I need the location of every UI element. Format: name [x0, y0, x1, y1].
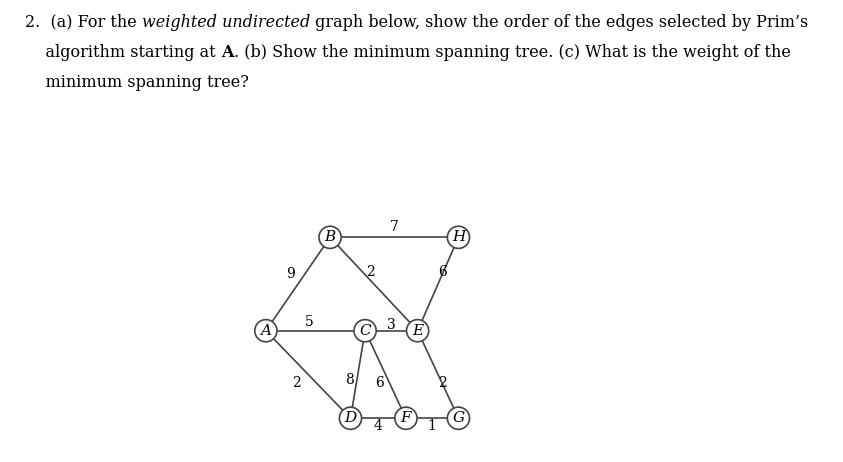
Circle shape	[448, 407, 470, 429]
Circle shape	[354, 320, 376, 342]
Text: B: B	[325, 231, 336, 244]
Text: C: C	[359, 324, 371, 338]
Text: 4: 4	[373, 419, 383, 432]
Text: graph below, show the order of the edges selected by Prim’s: graph below, show the order of the edges…	[310, 14, 808, 31]
Text: 2: 2	[438, 376, 447, 390]
Text: algorithm starting at: algorithm starting at	[25, 44, 221, 61]
Text: 6: 6	[438, 265, 447, 280]
Text: D: D	[345, 411, 357, 425]
Text: 1: 1	[427, 419, 437, 432]
Circle shape	[448, 226, 470, 249]
Circle shape	[395, 407, 417, 429]
Text: 3: 3	[387, 318, 395, 332]
Text: E: E	[412, 324, 423, 338]
Text: minimum spanning tree?: minimum spanning tree?	[25, 74, 250, 91]
Text: 2: 2	[367, 265, 375, 280]
Text: 6: 6	[375, 376, 384, 390]
Circle shape	[319, 226, 341, 249]
Text: weighted undirected: weighted undirected	[142, 14, 310, 31]
Text: G: G	[453, 411, 464, 425]
Circle shape	[255, 320, 277, 342]
Text: A: A	[260, 324, 271, 338]
Text: 2: 2	[293, 376, 301, 390]
Text: 5: 5	[305, 315, 314, 329]
Text: . (b) Show the minimum spanning tree. (c) What is the weight of the: . (b) Show the minimum spanning tree. (c…	[234, 44, 791, 61]
Text: F: F	[400, 411, 411, 425]
Text: A: A	[221, 44, 234, 61]
Text: 8: 8	[345, 373, 353, 387]
Text: 2.  (a) For the: 2. (a) For the	[25, 14, 142, 31]
Circle shape	[406, 320, 429, 342]
Text: 7: 7	[389, 220, 399, 234]
Text: 9: 9	[287, 267, 295, 281]
Circle shape	[340, 407, 362, 429]
Text: H: H	[452, 231, 465, 244]
